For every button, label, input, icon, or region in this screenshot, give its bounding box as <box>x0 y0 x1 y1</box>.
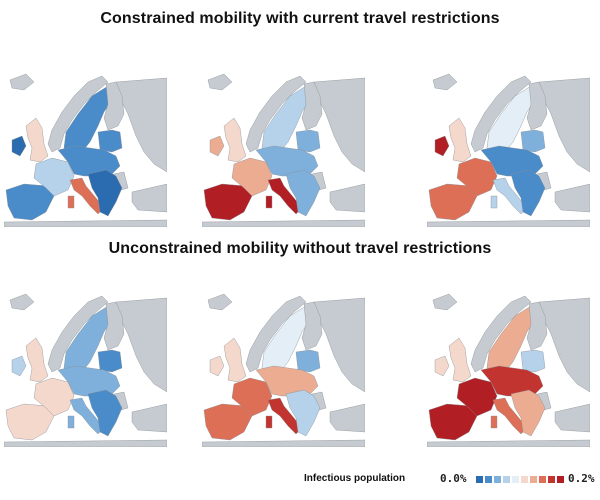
region-northafrica <box>427 219 590 227</box>
region-baltics <box>295 129 321 153</box>
region-iberia <box>428 183 478 221</box>
region-france <box>33 377 75 417</box>
region-iceland <box>9 293 35 311</box>
region-norway <box>245 295 307 373</box>
region-norway <box>470 75 532 153</box>
region-iberia <box>203 183 253 221</box>
region-turkey <box>554 403 590 433</box>
region-turkey <box>329 183 365 213</box>
region-norway <box>47 295 109 373</box>
region-uk <box>223 117 247 163</box>
legend-swatch <box>557 476 564 483</box>
region-baltics <box>97 129 123 153</box>
region-northafrica <box>202 439 365 447</box>
legend-min-label: 0.0% <box>440 472 467 485</box>
region-iberia <box>203 403 253 441</box>
map-unconstrained-1 <box>4 272 167 447</box>
region-finland <box>301 301 323 351</box>
region-northafrica <box>4 439 167 447</box>
region-norway <box>470 295 532 373</box>
title-unconstrained: Unconstrained mobility without travel re… <box>108 240 492 257</box>
region-finland <box>103 301 125 351</box>
legend-swatch <box>485 476 492 483</box>
title-constrained: Constrained mobility with current travel… <box>100 10 500 27</box>
region-france <box>231 157 273 197</box>
region-iceland <box>432 73 458 91</box>
region-balkans <box>87 389 123 437</box>
region-norway <box>47 75 109 153</box>
region-sardinia <box>490 415 498 429</box>
map-constrained-3 <box>427 52 590 227</box>
region-sardinia <box>265 195 273 209</box>
map-constrained-2 <box>202 52 365 227</box>
region-finland <box>526 81 548 131</box>
region-northafrica <box>427 439 590 447</box>
legend-max-label: 0.2% <box>568 472 595 485</box>
region-northafrica <box>202 219 365 227</box>
region-finland <box>526 301 548 351</box>
region-iberia <box>428 403 478 441</box>
region-uk <box>448 337 472 383</box>
region-sardinia <box>490 195 498 209</box>
region-sardinia <box>67 195 75 209</box>
region-iceland <box>207 73 233 91</box>
region-balkans <box>285 169 321 217</box>
legend-title: Infectious population <box>304 473 406 484</box>
region-finland <box>103 81 125 131</box>
region-balkans <box>510 169 546 217</box>
region-turkey <box>329 403 365 433</box>
region-uk <box>223 337 247 383</box>
map-constrained-1 <box>4 52 167 227</box>
region-turkey <box>131 403 167 433</box>
region-iceland <box>432 293 458 311</box>
region-ireland <box>11 135 27 157</box>
legend-swatch <box>521 476 528 483</box>
region-sardinia <box>67 415 75 429</box>
legend-swatch <box>494 476 501 483</box>
legend-swatch <box>530 476 537 483</box>
map-unconstrained-2 <box>202 272 365 447</box>
legend-swatch <box>512 476 519 483</box>
region-ireland <box>209 135 225 157</box>
region-baltics <box>520 349 546 373</box>
region-france <box>231 377 273 417</box>
region-baltics <box>520 129 546 153</box>
region-balkans <box>285 389 321 437</box>
region-baltics <box>97 349 123 373</box>
region-iceland <box>207 293 233 311</box>
legend-swatch <box>476 476 483 483</box>
region-uk <box>25 117 49 163</box>
region-iberia <box>5 403 55 441</box>
region-france <box>33 157 75 197</box>
region-northafrica <box>4 219 167 227</box>
region-iberia <box>5 183 55 221</box>
region-france <box>456 377 498 417</box>
region-iceland <box>9 73 35 91</box>
region-ireland <box>11 355 27 377</box>
map-unconstrained-3 <box>427 272 590 447</box>
region-ireland <box>209 355 225 377</box>
region-uk <box>25 337 49 383</box>
legend-swatch <box>539 476 546 483</box>
region-uk <box>448 117 472 163</box>
region-sardinia <box>265 415 273 429</box>
region-norway <box>245 75 307 153</box>
region-turkey <box>131 183 167 213</box>
region-ireland <box>434 135 450 157</box>
region-ireland <box>434 355 450 377</box>
region-baltics <box>295 349 321 373</box>
legend-swatch <box>548 476 555 483</box>
region-balkans <box>87 169 123 217</box>
region-france <box>456 157 498 197</box>
legend: Infectious population 0.0% 0.2% <box>300 470 600 492</box>
legend-swatch <box>503 476 510 483</box>
region-balkans <box>510 389 546 437</box>
region-turkey <box>554 183 590 213</box>
region-finland <box>301 81 323 131</box>
